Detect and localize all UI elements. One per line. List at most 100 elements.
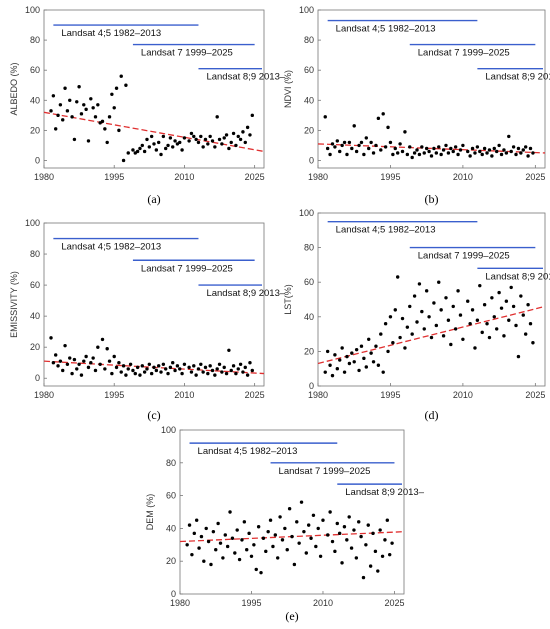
data-point [328, 510, 332, 514]
data-point [420, 309, 424, 314]
data-point [49, 109, 53, 113]
plot-frame [43, 9, 265, 169]
data-point [400, 316, 405, 321]
data-point [451, 304, 455, 309]
data-point [187, 139, 191, 143]
data-point [371, 360, 376, 364]
data-point [357, 520, 361, 524]
data-point [58, 359, 63, 363]
data-point [379, 148, 383, 152]
data-point [470, 146, 475, 151]
x-tick-label: 1995 [104, 390, 124, 400]
sensor-span-label: Landsat 4;5 1982–2013 [61, 242, 161, 253]
y-tick-label: 20 [304, 125, 314, 135]
data-point [91, 356, 95, 360]
data-point [215, 115, 219, 119]
data-point [218, 541, 223, 545]
data-point [309, 536, 313, 540]
data-point [478, 283, 482, 288]
data-point [171, 361, 175, 365]
data-point [393, 308, 397, 312]
data-point [429, 335, 434, 340]
data-point [335, 139, 340, 143]
data-point [354, 556, 359, 560]
data-point [480, 330, 484, 335]
data-point [403, 130, 407, 134]
data-point [451, 149, 455, 154]
data-point [208, 134, 212, 139]
plot-frame [317, 212, 546, 387]
data-point [383, 322, 388, 326]
data-point [65, 362, 70, 366]
data-point [82, 103, 86, 107]
data-point [347, 515, 351, 519]
x-tick-label: 2010 [174, 390, 194, 400]
data-point [359, 140, 364, 145]
data-point [449, 146, 453, 151]
y-tick-label: 20 [166, 556, 176, 566]
data-point [234, 143, 238, 148]
data-point [224, 133, 229, 137]
data-point [82, 359, 86, 363]
data-point [145, 367, 149, 371]
x-tick-label: 1980 [34, 172, 54, 182]
data-point [475, 145, 480, 149]
data-point [417, 152, 422, 157]
data-point [342, 370, 347, 374]
data-point [194, 373, 198, 377]
data-point [398, 335, 402, 340]
data-point [366, 523, 370, 527]
data-point [215, 367, 219, 371]
data-point [261, 536, 266, 540]
data-point [492, 315, 496, 319]
data-point [178, 367, 182, 371]
data-point [380, 554, 385, 558]
data-point [473, 346, 477, 350]
y-tick-label: 100 [161, 425, 176, 435]
data-point [395, 151, 400, 155]
data-point [325, 146, 330, 151]
data-point [189, 131, 194, 136]
data-point [159, 152, 163, 157]
data-point [203, 365, 208, 370]
data-point [388, 140, 393, 145]
data-point [299, 500, 304, 504]
data-point [204, 526, 208, 531]
data-point [245, 548, 249, 552]
sensor-span-label: Landsat 7 1999–2025 [141, 48, 233, 59]
panel-caption: (b) [425, 192, 439, 206]
data-point [271, 544, 275, 549]
data-point [196, 140, 201, 145]
x-tick-label: 2010 [174, 172, 194, 182]
data-point [523, 145, 528, 149]
data-point [439, 308, 443, 312]
y-axis-label: LST(%) [283, 284, 293, 315]
data-point [234, 371, 238, 376]
data-point [507, 318, 511, 322]
data-point [224, 371, 229, 376]
sensor-span-label: Landsat 7 1999–2025 [418, 251, 510, 262]
y-tick-label: 0 [35, 155, 40, 165]
data-point [326, 533, 330, 537]
data-point [211, 529, 216, 534]
y-axis-label: EMISSIVITY (%) [9, 271, 19, 338]
data-point [70, 371, 74, 376]
data-point [124, 83, 128, 87]
data-point [499, 152, 504, 157]
data-point [159, 370, 163, 374]
data-point [100, 337, 105, 342]
data-point [318, 554, 323, 558]
data-point [58, 103, 63, 107]
data-point [138, 146, 142, 151]
data-point [245, 125, 250, 130]
data-point [86, 365, 91, 370]
data-point [369, 351, 373, 355]
y-tick-label: 80 [30, 35, 40, 45]
y-tick-label: 40 [30, 311, 40, 321]
data-point [367, 146, 371, 151]
data-point [427, 315, 431, 319]
data-point [412, 294, 417, 298]
data-point [89, 97, 93, 101]
data-point [124, 373, 128, 377]
data-point [321, 518, 325, 522]
